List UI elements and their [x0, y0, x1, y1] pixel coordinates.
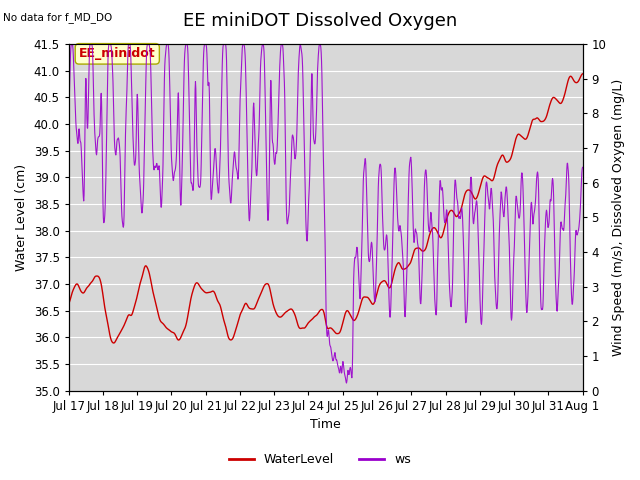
X-axis label: Time: Time: [310, 419, 341, 432]
Y-axis label: Water Level (cm): Water Level (cm): [15, 164, 28, 271]
Text: EE miniDOT Dissolved Oxygen: EE miniDOT Dissolved Oxygen: [183, 12, 457, 30]
Text: EE_minidot: EE_minidot: [79, 48, 156, 60]
Legend: WaterLevel, ws: WaterLevel, ws: [224, 448, 416, 471]
Y-axis label: Wind Speed (m/s), Dissolved Oxygen (mg/L): Wind Speed (m/s), Dissolved Oxygen (mg/L…: [612, 79, 625, 356]
Text: No data for f_MD_DO: No data for f_MD_DO: [3, 12, 113, 23]
